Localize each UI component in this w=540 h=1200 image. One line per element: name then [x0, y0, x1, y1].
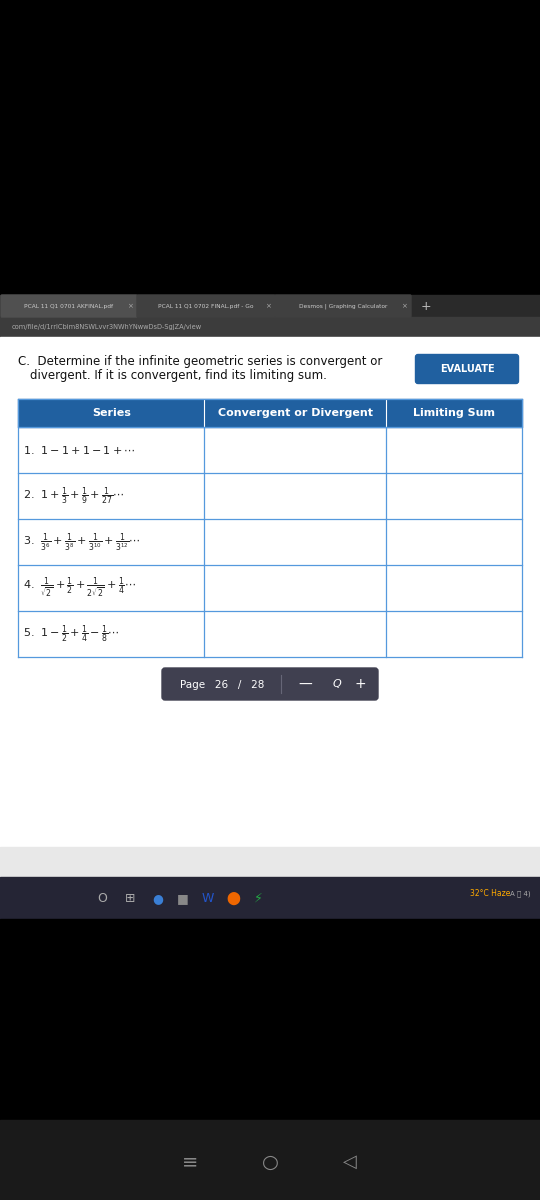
Text: +: +: [354, 678, 366, 691]
Bar: [0, 877, 540, 919]
Text: ×: ×: [401, 304, 407, 310]
Bar: [0, 317, 540, 337]
FancyBboxPatch shape: [137, 295, 275, 317]
FancyBboxPatch shape: [162, 668, 378, 700]
Bar: [18, 518, 522, 565]
Text: Page   26   /   28: Page 26 / 28: [179, 679, 264, 690]
Text: W: W: [202, 892, 214, 905]
Bar: [18, 473, 522, 518]
Text: ⚡: ⚡: [254, 892, 262, 905]
FancyBboxPatch shape: [275, 295, 411, 317]
Text: ×: ×: [265, 304, 271, 310]
Text: ◁: ◁: [343, 1153, 357, 1171]
Text: Desmos | Graphing Calculator: Desmos | Graphing Calculator: [299, 304, 387, 310]
Text: 3.  $\frac{1}{3^6}+\frac{1}{3^8}+\frac{1}{3^{10}}+\frac{1}{3^{12}}\cdots$: 3. $\frac{1}{3^6}+\frac{1}{3^8}+\frac{1}…: [23, 532, 141, 554]
Text: ●: ●: [153, 892, 164, 905]
Bar: [0, 1120, 540, 1200]
Text: 2.  $1+\frac{1}{3}+\frac{1}{9}+\frac{1}{27}\cdots$: 2. $1+\frac{1}{3}+\frac{1}{9}+\frac{1}{2…: [23, 486, 125, 508]
Text: Series: Series: [92, 408, 131, 419]
FancyBboxPatch shape: [415, 354, 518, 384]
Text: PCAL 11 Q1 0702 FINAL.pdf - Go: PCAL 11 Q1 0702 FINAL.pdf - Go: [158, 304, 254, 308]
Text: ×: ×: [127, 304, 133, 310]
Text: Convergent or Divergent: Convergent or Divergent: [218, 408, 373, 419]
Text: +: +: [421, 300, 431, 313]
Text: Limiting Sum: Limiting Sum: [413, 408, 495, 419]
Text: PCAL 11 Q1 0701 AKFINAL.pdf: PCAL 11 Q1 0701 AKFINAL.pdf: [24, 304, 113, 308]
Text: 5.  $1-\frac{1}{2}+\frac{1}{4}-\frac{1}{8}\cdots$: 5. $1-\frac{1}{2}+\frac{1}{4}-\frac{1}{8…: [23, 624, 120, 646]
Text: com/file/d/1rrlCbim8NSWLvvr3NWhYNwwDsD-SgjZA/view: com/file/d/1rrlCbim8NSWLvvr3NWhYNwwDsD-S…: [12, 324, 202, 330]
Text: A ⓘ 4): A ⓘ 4): [510, 890, 531, 898]
Text: Q: Q: [333, 679, 342, 690]
Text: ○: ○: [261, 1152, 279, 1171]
Bar: [0, 0, 540, 295]
Bar: [0, 847, 540, 877]
Text: 32°C Haze: 32°C Haze: [470, 889, 510, 899]
Text: ⬤: ⬤: [226, 892, 240, 905]
Text: O: O: [97, 892, 107, 905]
Text: EVALUATE: EVALUATE: [440, 365, 494, 374]
Text: 1.  $1-1+1-1+\cdots$: 1. $1-1+1-1+\cdots$: [23, 444, 136, 456]
Bar: [18, 565, 522, 611]
Bar: [0, 337, 540, 847]
Bar: [18, 611, 522, 658]
Text: ≡: ≡: [182, 1152, 198, 1171]
Text: divergent. If it is convergent, find its limiting sum.: divergent. If it is convergent, find its…: [30, 370, 327, 382]
Text: C.  Determine if the infinite geometric series is convergent or: C. Determine if the infinite geometric s…: [18, 355, 382, 368]
Text: —: —: [299, 678, 313, 691]
Text: ⊞: ⊞: [125, 892, 135, 905]
Bar: [18, 427, 522, 473]
Bar: [0, 919, 540, 1120]
Text: 4.  $\frac{1}{\sqrt{2}}+\frac{1}{2}+\frac{1}{2\sqrt{2}}+\frac{1}{4}\cdots$: 4. $\frac{1}{\sqrt{2}}+\frac{1}{2}+\frac…: [23, 576, 136, 601]
Bar: [18, 398, 522, 427]
FancyBboxPatch shape: [1, 295, 137, 317]
Bar: [0, 295, 540, 317]
Text: ■: ■: [177, 892, 189, 905]
